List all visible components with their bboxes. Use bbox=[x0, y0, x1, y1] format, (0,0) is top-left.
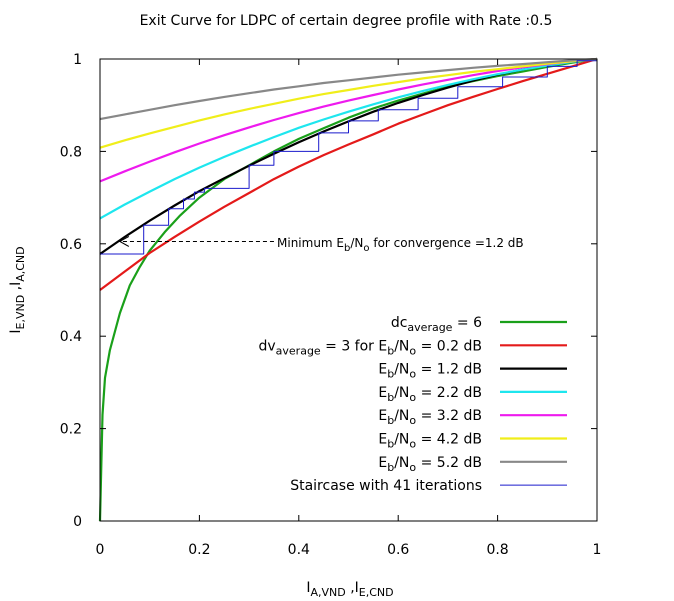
y-tick-label-4: 0.8 bbox=[60, 144, 82, 160]
legend-label-4-a: E bbox=[378, 408, 387, 424]
x-tick-label-1: 0.2 bbox=[188, 542, 210, 558]
x-axis-label-sub2: E,CND bbox=[359, 586, 394, 599]
y-axis-label-sub1: E,VND bbox=[14, 295, 27, 330]
y-tick-label-1: 0.2 bbox=[60, 422, 82, 438]
legend-label-5: Eb/No = 4.2 dB bbox=[378, 432, 482, 451]
legend-label-4-sa: b bbox=[387, 414, 394, 427]
legend-label-3-a: E bbox=[378, 385, 387, 401]
y-tick-label-5: 1 bbox=[73, 52, 82, 68]
legend-label-1-sc: o bbox=[409, 344, 416, 357]
y-tick-label-0: 0 bbox=[73, 514, 82, 530]
y-axis-label: IE,VND ,IA,CND bbox=[8, 246, 27, 333]
series-layer bbox=[98, 57, 598, 522]
legend-label-6-sb: o bbox=[409, 461, 416, 474]
legend-label-3-sb: o bbox=[409, 391, 416, 404]
legend-label-1-d: = 0.2 dB bbox=[416, 338, 482, 354]
legend-label-1-c: /N bbox=[394, 338, 409, 354]
legend-label-0-b: = 6 bbox=[452, 315, 482, 331]
annotation-part-b: /N bbox=[350, 236, 363, 250]
x-axis-label: IA,VND ,IE,CND bbox=[306, 580, 393, 599]
legend-label-5-b: /N bbox=[394, 432, 409, 448]
legend-label-2-sa: b bbox=[387, 368, 394, 381]
legend-label-4-b: /N bbox=[394, 408, 409, 424]
annotation-sub-b: o bbox=[363, 243, 369, 254]
legend-label-3-b: /N bbox=[394, 385, 409, 401]
legend-label-5-sb: o bbox=[409, 438, 416, 451]
legend-label-2: Eb/No = 1.2 dB bbox=[378, 362, 482, 381]
legend-label-2-a: E bbox=[378, 362, 387, 378]
x-tick-label-5: 1 bbox=[593, 542, 602, 558]
x-axis-label-main: I bbox=[306, 580, 310, 596]
plot-frame bbox=[99, 58, 598, 522]
x-tick-label-0: 0 bbox=[96, 542, 105, 558]
series-line-6 bbox=[99, 57, 598, 121]
legend-label-5-sa: b bbox=[387, 438, 394, 451]
legend-label-1-sa: average bbox=[276, 344, 321, 357]
legend-label-7: Staircase with 41 iterations bbox=[290, 478, 482, 494]
legend-label-5-a: E bbox=[378, 432, 387, 448]
legend-label-6-sa: b bbox=[387, 461, 394, 474]
annotation-sub-a: b bbox=[344, 243, 350, 254]
legend-label-6-a: E bbox=[378, 455, 387, 471]
series-line-3 bbox=[99, 57, 598, 220]
legend-label-1-a: dv bbox=[258, 338, 275, 354]
x-axis-label-sep: ,I bbox=[346, 580, 359, 596]
legend-label-6-b: /N bbox=[394, 455, 409, 471]
series-line-2 bbox=[99, 57, 598, 255]
legend-label-3-sa: b bbox=[387, 391, 394, 404]
series-line-5 bbox=[99, 57, 598, 149]
legend-label-1-b: = 3 for E bbox=[321, 338, 388, 354]
legend-label-2-sb: o bbox=[409, 368, 416, 381]
legend-label-2-b: /N bbox=[394, 362, 409, 378]
y-tick-label-2: 0.4 bbox=[60, 329, 82, 345]
chart-title: Exit Curve for LDPC of certain degree pr… bbox=[140, 13, 553, 29]
legend-label-0: dcaverage = 6 bbox=[391, 315, 482, 334]
x-tick-label-3: 0.6 bbox=[387, 542, 409, 558]
legend-label-1: dvaverage = 3 for Eb/No = 0.2 dB bbox=[258, 338, 482, 357]
y-axis-label-main: I bbox=[8, 329, 24, 333]
legend-label-4-c: = 3.2 dB bbox=[416, 408, 482, 424]
annotation-part-c: for convergence =1.2 dB bbox=[370, 236, 524, 250]
legend-label-1-sb: b bbox=[387, 344, 394, 357]
legend-label-5-c: = 4.2 dB bbox=[416, 432, 482, 448]
annotation-part-a: Minimum E bbox=[277, 236, 344, 250]
legend-label-4: Eb/No = 3.2 dB bbox=[378, 408, 482, 427]
legend-label-2-c: = 1.2 dB bbox=[416, 362, 482, 378]
ticks-layer: 0 0.2 0.4 0.6 0.8 1 0 0.2 0.4 0.6 0.8 1 bbox=[60, 52, 602, 558]
series-line-4 bbox=[99, 57, 598, 183]
legend-label-0-sa: average bbox=[407, 321, 452, 334]
x-tick-label-2: 0.4 bbox=[288, 542, 310, 558]
y-axis-label-sep: ,I bbox=[8, 282, 24, 295]
legend-label-7-a: Staircase with 41 iterations bbox=[290, 478, 482, 494]
legend-label-6-c: = 5.2 dB bbox=[416, 455, 482, 471]
annotation-arrow-head bbox=[118, 236, 130, 247]
x-axis-label-sub1: A,VND bbox=[311, 586, 346, 599]
annotation-text: Minimum Eb/No for convergence =1.2 dB bbox=[277, 236, 524, 254]
y-tick-label-3: 0.6 bbox=[60, 237, 82, 253]
legend-label-6: Eb/No = 5.2 dB bbox=[378, 455, 482, 474]
legend-label-4-sb: o bbox=[409, 414, 416, 427]
series-line-7 bbox=[99, 59, 598, 521]
x-tick-label-4: 0.8 bbox=[486, 542, 508, 558]
convergence-annotation: Minimum Eb/No for convergence =1.2 dB bbox=[118, 236, 524, 254]
series-line-1 bbox=[99, 57, 598, 291]
legend-label-3-c: = 2.2 dB bbox=[416, 385, 482, 401]
legend-label-3: Eb/No = 2.2 dB bbox=[378, 385, 482, 404]
plot-area: 0 0.2 0.4 0.6 0.8 1 0 0.2 0.4 0.6 0.8 1 bbox=[60, 52, 602, 558]
y-axis-label-sub2: A,CND bbox=[14, 246, 27, 281]
legend-label-0-a: dc bbox=[391, 315, 408, 331]
